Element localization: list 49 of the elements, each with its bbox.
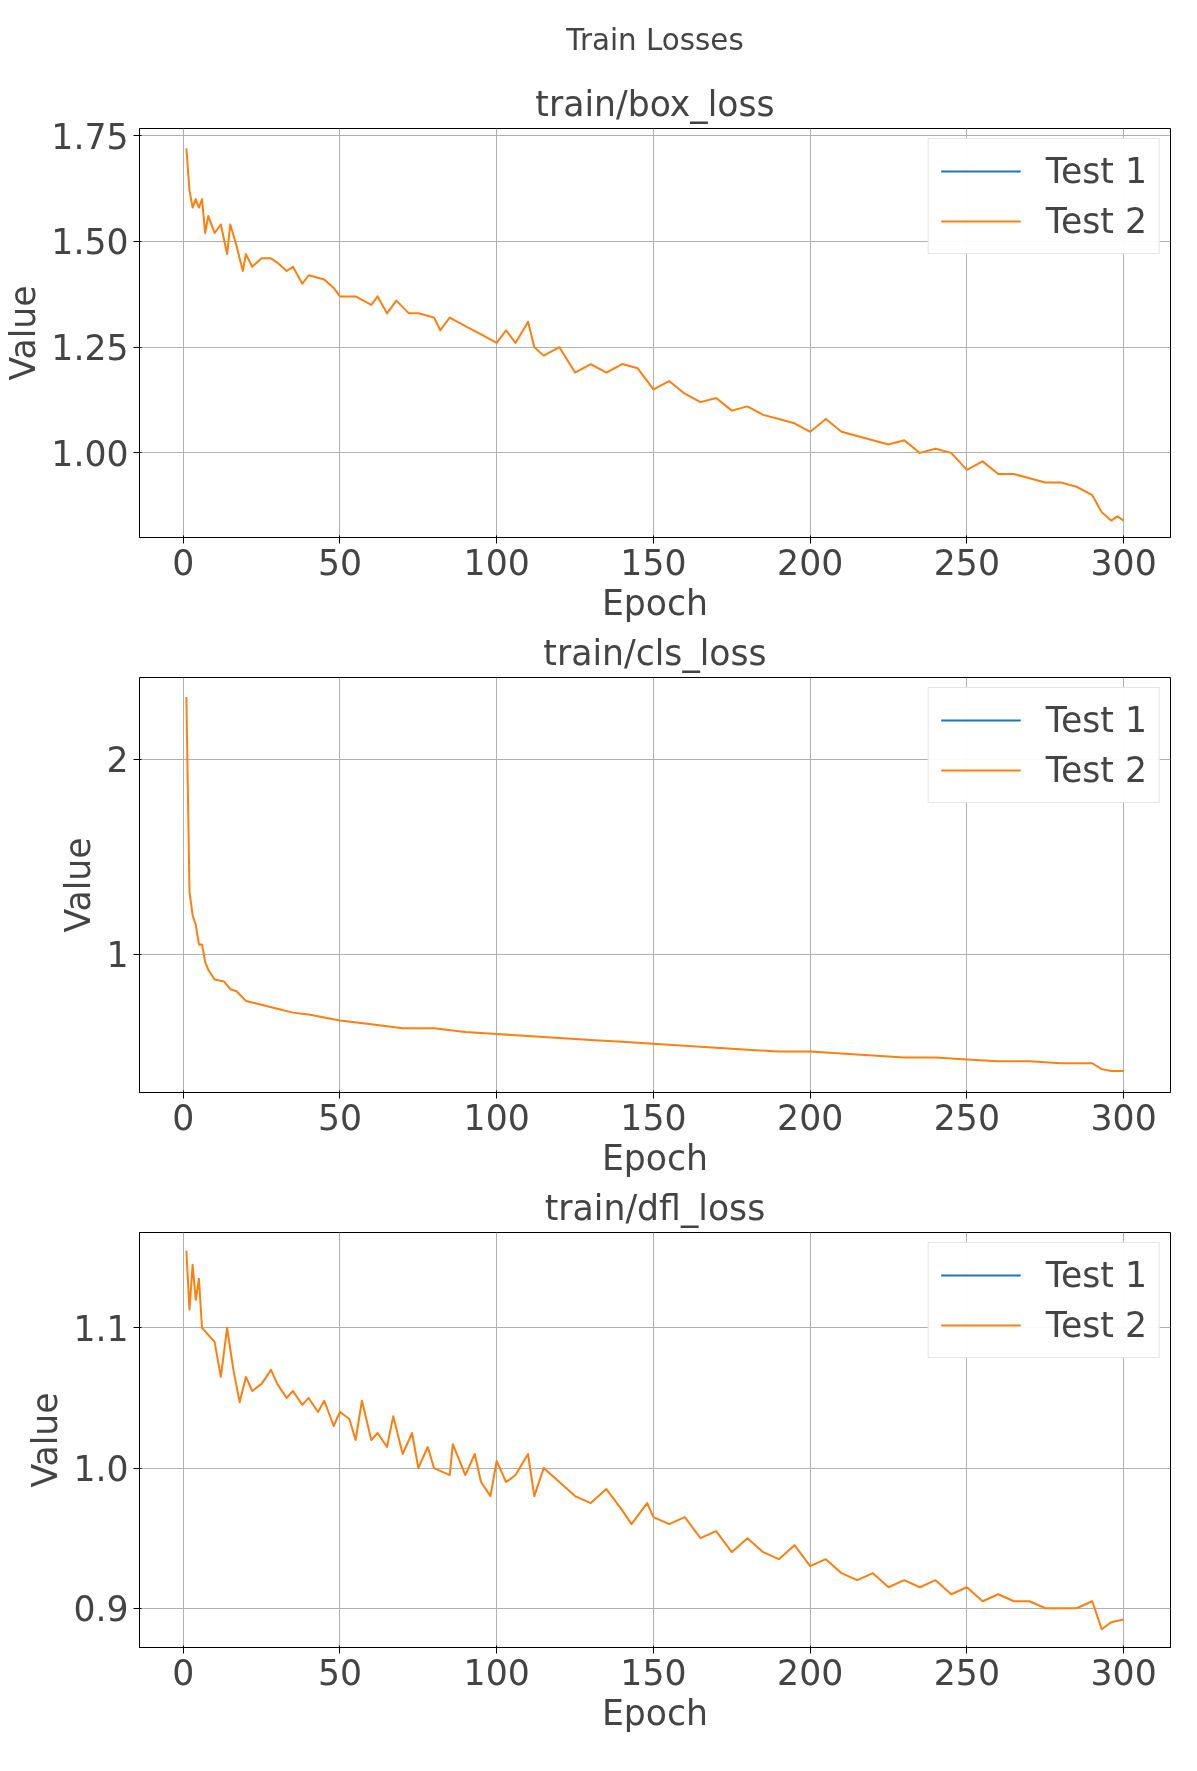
chart-title: train/dfl_loss: [544, 1187, 766, 1228]
x-tick-label: 300: [1090, 1652, 1157, 1693]
line-series: [185, 695, 1125, 1073]
x-tick-label: 0: [172, 1652, 195, 1693]
x-tick-label: 0: [172, 542, 195, 583]
legend-label: Test 1: [1045, 1255, 1147, 1295]
x-tick-label: 150: [620, 1652, 687, 1693]
chart-title: train/cls_loss: [543, 632, 767, 673]
x-tick-label: 100: [463, 1652, 530, 1693]
legend-label: Test 1: [1045, 151, 1147, 191]
y-axis-title: Value: [3, 285, 44, 381]
x-tick-label: 200: [777, 542, 844, 583]
line-series: [185, 147, 1125, 522]
y-tick-label: 1.50: [51, 222, 129, 263]
x-tick-label: 50: [317, 1652, 363, 1693]
legend-label: Test 2: [1045, 750, 1147, 790]
x-tick-label: 0: [172, 1097, 195, 1138]
x-tick-label: 200: [777, 1097, 844, 1138]
x-tick-label: 50: [317, 1097, 363, 1138]
legend-label: Test 2: [1045, 1305, 1147, 1345]
line-series: [185, 1249, 1125, 1631]
y-axis-title: Value: [25, 1392, 66, 1488]
x-tick-label: 100: [463, 1097, 530, 1138]
y-tick-label: 1: [106, 935, 129, 976]
y-tick-label: 1.00: [51, 433, 129, 474]
legend-label: Test 2: [1045, 201, 1147, 241]
x-tick-label: 50: [317, 542, 363, 583]
y-tick-label: 0.9: [73, 1589, 129, 1630]
x-tick-label: 300: [1090, 1097, 1157, 1138]
text: Train Losses: [565, 22, 744, 57]
y-tick-label: 2: [106, 740, 129, 781]
y-axis-title: Value: [58, 837, 99, 933]
x-tick-label: 200: [777, 1652, 844, 1693]
x-tick-label: 250: [933, 1652, 1000, 1693]
x-tick-label: 250: [933, 542, 1000, 583]
chart-title: train/box_loss: [535, 83, 775, 124]
legend-label: Test 1: [1045, 700, 1147, 740]
x-tick-label: 150: [620, 542, 687, 583]
x-tick-label: 300: [1090, 542, 1157, 583]
x-tick-label: 100: [463, 542, 530, 583]
x-tick-label: 150: [620, 1097, 687, 1138]
y-tick-label: 1.1: [73, 1308, 129, 1349]
y-tick-label: 1.75: [51, 116, 129, 157]
x-tick-label: 250: [933, 1097, 1000, 1138]
x-axis-title: Epoch: [601, 582, 709, 623]
x-axis-title: Epoch: [601, 1137, 709, 1178]
y-tick-label: 1.0: [73, 1449, 129, 1490]
x-axis-title: Epoch: [601, 1692, 709, 1733]
y-tick-label: 1.25: [51, 328, 129, 369]
